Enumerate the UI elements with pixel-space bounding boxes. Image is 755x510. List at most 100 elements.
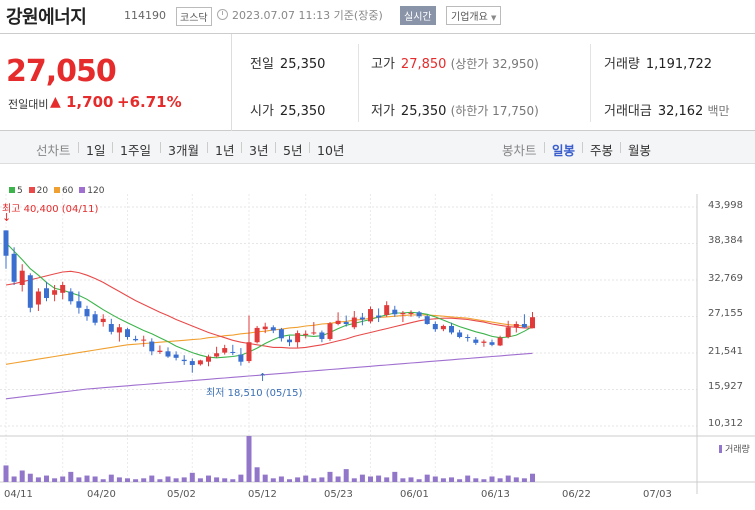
realtime-button[interactable]: 실시간 xyxy=(400,6,436,25)
open-label: 시가 xyxy=(250,104,274,119)
volume-legend-label: 거래량 xyxy=(725,445,750,455)
candle-body xyxy=(84,309,90,317)
candle-body xyxy=(287,339,292,343)
tab-line-chart[interactable]: 선차트 xyxy=(36,143,71,158)
y-tick-label: 27,155 xyxy=(708,308,743,319)
candle-body xyxy=(141,339,147,341)
volume-bar xyxy=(262,474,268,482)
ma20-line xyxy=(5,270,533,349)
legend-ma60: 60 xyxy=(61,186,74,196)
volume-bar xyxy=(133,479,139,482)
volume-bar xyxy=(497,478,503,482)
volume-bar xyxy=(295,477,301,482)
tab-1w[interactable]: 1주일 xyxy=(120,143,151,158)
high-price: 고가 27,850 (상한가 32,950) xyxy=(371,53,539,72)
candle-body xyxy=(384,305,390,315)
candle-body xyxy=(246,342,252,362)
tab-1d[interactable]: 1일 xyxy=(86,143,106,158)
volume-bar xyxy=(408,477,414,482)
candle-body xyxy=(489,342,495,345)
volume-bar xyxy=(3,465,9,482)
up-arrow-icon: ↑ xyxy=(258,371,268,384)
y-tick-label: 43,998 xyxy=(708,200,743,211)
candle-body xyxy=(278,329,284,339)
divider xyxy=(590,44,591,122)
candle-body xyxy=(133,338,139,341)
x-tick-label: 06/22 xyxy=(562,489,591,500)
candle-body xyxy=(262,326,268,330)
candle-body xyxy=(60,285,66,293)
x-tick-label: 04/20 xyxy=(87,489,116,500)
tab-10y[interactable]: 10년 xyxy=(317,143,345,158)
volume-bar xyxy=(173,478,179,482)
price-box: 27,050 전일대비 ▲ 1,700 +6.71% xyxy=(0,34,232,131)
tab-3m[interactable]: 3개월 xyxy=(168,143,199,158)
divider xyxy=(275,142,276,153)
legend-swatch-ma120 xyxy=(79,187,86,193)
company-overview-button[interactable]: 기업개요 ▼ xyxy=(446,6,502,25)
volume-bar xyxy=(157,479,163,482)
candle-body xyxy=(35,291,41,305)
candle-body xyxy=(52,290,58,295)
volume-bar xyxy=(351,478,357,482)
candle-body xyxy=(173,354,179,358)
candle-body xyxy=(481,341,487,343)
high-label: 고가 xyxy=(371,57,395,72)
amount-label: 거래대금 xyxy=(604,104,652,119)
legend-ma20: 20 xyxy=(36,186,49,196)
low-label: 저가 xyxy=(371,104,395,119)
candle-body xyxy=(465,337,471,339)
tab-daily[interactable]: 일봉 xyxy=(552,143,576,158)
volume-bar xyxy=(206,475,211,482)
tab-weekly[interactable]: 주봉 xyxy=(590,143,614,158)
x-tick-label: 05/12 xyxy=(248,489,277,500)
change-value: 1,700 xyxy=(66,93,114,111)
volume-bar xyxy=(108,474,114,482)
tab-1y[interactable]: 1년 xyxy=(215,143,235,158)
tab-5y[interactable]: 5년 xyxy=(283,143,303,158)
open-price: 시가 25,350 xyxy=(250,100,325,119)
volume-bar xyxy=(530,473,535,482)
candlestick-chart[interactable] xyxy=(0,164,755,510)
candle-body xyxy=(189,361,195,365)
candle-body xyxy=(497,337,503,346)
volume-value: 1,191,722 xyxy=(645,57,713,72)
volume-bar xyxy=(319,477,325,482)
volume-bar xyxy=(440,478,446,482)
ma60-line xyxy=(5,314,533,365)
volume-bar xyxy=(141,478,147,482)
quote-panel: 27,050 전일대비 ▲ 1,700 +6.71% 전일 25,350 시가 25… xyxy=(0,33,755,131)
candle-body xyxy=(76,301,82,308)
clock-icon xyxy=(217,9,228,20)
candle-body xyxy=(359,317,365,320)
volume-bar xyxy=(189,472,195,482)
prev-close-label: 전일 xyxy=(250,57,274,72)
candle-body xyxy=(214,353,220,357)
x-tick-label: 04/11 xyxy=(4,489,33,500)
candle-body xyxy=(432,324,438,330)
volume-legend: 거래량 xyxy=(719,442,750,455)
company-overview-label: 기업개요 xyxy=(451,12,488,23)
volume-bar xyxy=(52,478,58,482)
legend-swatch-ma60 xyxy=(53,187,60,193)
prev-close-value: 25,350 xyxy=(279,57,326,72)
candle-body xyxy=(68,291,74,302)
candle-body xyxy=(230,351,236,353)
volume-bar xyxy=(521,478,527,482)
tab-monthly[interactable]: 월봉 xyxy=(628,143,652,158)
down-arrow-icon: ↓ xyxy=(2,211,12,224)
candle-body xyxy=(125,329,130,338)
x-tick-label: 05/02 xyxy=(167,489,196,500)
tab-candle-chart[interactable]: 봉차트 xyxy=(502,143,537,158)
ma5-line xyxy=(5,242,533,359)
volume-bar xyxy=(384,477,390,482)
divider xyxy=(207,142,208,153)
candle-body xyxy=(335,320,341,325)
high-value: 27,850 xyxy=(400,57,447,72)
volume-bar xyxy=(473,478,479,482)
volume-swatch xyxy=(719,445,722,453)
ma-legend: 5 20 60 120 xyxy=(6,186,104,196)
tab-3y[interactable]: 3년 xyxy=(249,143,269,158)
y-tick-label: 10,312 xyxy=(708,418,743,429)
candle-body xyxy=(44,288,49,299)
